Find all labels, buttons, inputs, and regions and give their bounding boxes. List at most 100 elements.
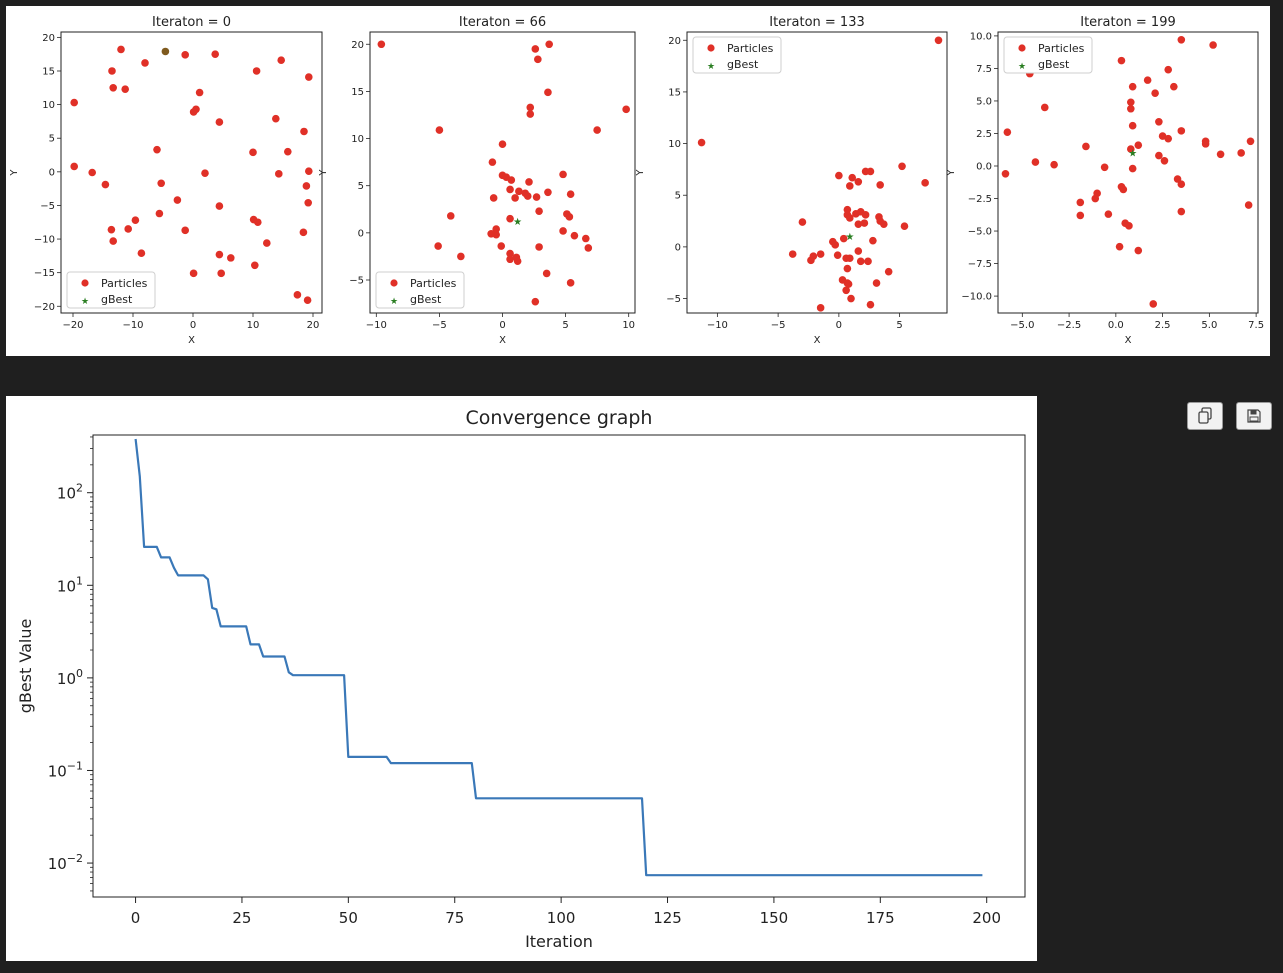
x-tick-label: 125 (653, 909, 682, 927)
x-tick-label: 5.0 (1201, 320, 1217, 331)
subplot-title: Iteraton = 199 (1080, 15, 1176, 30)
particle-point (1091, 194, 1100, 203)
legend-particles-marker (1018, 44, 1026, 52)
legend-box (66, 271, 156, 309)
particle-point (622, 105, 630, 114)
particle-point (195, 88, 204, 97)
particle-point (846, 254, 854, 263)
legend: Particles ★ gBest (692, 36, 782, 74)
particle-point (1155, 151, 1163, 160)
particle-point (121, 85, 129, 93)
particle-point (846, 214, 854, 222)
particle-point (531, 45, 540, 53)
y-tick-label: 10 (351, 134, 364, 145)
particle-point (497, 242, 506, 250)
x-tick-label: −10 (707, 320, 728, 331)
particle-point (1209, 41, 1217, 49)
particle-point (1151, 89, 1159, 97)
particle-point (1177, 180, 1186, 189)
x-tick-label: 7.5 (1248, 320, 1264, 331)
x-tick-label: 0 (836, 320, 842, 331)
x-tick-label: −2.5 (1057, 320, 1081, 331)
particle-point (526, 103, 535, 112)
particle-point (531, 297, 540, 306)
particle-point (487, 229, 495, 238)
particle-point (846, 182, 854, 190)
y-tick-label: 0.0 (976, 161, 992, 172)
legend-box (692, 36, 782, 74)
save-button[interactable] (1236, 402, 1272, 430)
particle-point (305, 167, 313, 175)
legend-particles-label: Particles (410, 277, 457, 290)
particle-point (872, 279, 881, 287)
particle-point (584, 244, 593, 252)
x-tick-label: 5 (896, 320, 902, 331)
particle-point (545, 40, 553, 49)
particle-point (435, 126, 444, 134)
particle-plots-panel: Iteraton = 0 −20 −10 0 10 20 −20 −15 −10 −5 0 5 10 15… (6, 6, 1270, 356)
particle-point (303, 296, 312, 305)
particle-point (816, 304, 825, 312)
particle-point (506, 249, 514, 258)
y-tick-label: 100 (57, 667, 83, 688)
particle-point (816, 250, 825, 258)
particle-point (251, 261, 259, 270)
particle-point (157, 179, 165, 188)
particle-point (921, 179, 929, 187)
particle-point (542, 269, 551, 278)
particle-point (117, 45, 125, 54)
particle-point (272, 114, 280, 123)
particle-point (1134, 141, 1143, 149)
particle-point (1127, 145, 1135, 153)
particle-point (1001, 170, 1010, 178)
copy-button[interactable] (1187, 402, 1223, 430)
legend-box (375, 271, 465, 309)
particle-point (839, 234, 848, 243)
subplot-frame (369, 31, 636, 314)
particle-point (227, 254, 235, 262)
y-tick-label: 15 (351, 87, 364, 98)
y-tick-label: 20 (668, 36, 681, 47)
x-tick-label: 25 (232, 909, 251, 927)
x-tick-label: −10 (122, 320, 143, 331)
x-tick-label: 10 (622, 320, 635, 331)
x-tick-label: 100 (547, 909, 576, 927)
particle-point (1177, 127, 1186, 135)
particle-point (1244, 201, 1253, 209)
particle-point (1160, 156, 1169, 165)
particle-point (217, 269, 225, 278)
y-tick-label: 101 (57, 574, 83, 595)
scatter-subplot-1: Iteraton = 66−10 −5 0 5 10−505101520XY★Parti… (318, 15, 636, 346)
y-tick-label: 15 (42, 66, 55, 77)
y-axis-label: Y (318, 169, 329, 177)
x-tick-label: 0.0 (1108, 320, 1124, 331)
x-tick-label: 2.5 (1155, 320, 1171, 331)
y-tick-label: −10.0 (961, 292, 992, 303)
y-tick-label: 0 (358, 228, 364, 239)
y-tick-label: 0 (49, 167, 55, 178)
particle-point (581, 234, 590, 243)
subplot-frame (60, 31, 323, 314)
y-tick-label: 15 (668, 87, 681, 98)
particle-point (252, 67, 261, 75)
convergence-title: Convergence graph (466, 407, 653, 429)
y-tick-label: 20 (42, 33, 55, 44)
particle-point (181, 226, 189, 235)
particle-point (506, 185, 514, 194)
legend-particles-label: Particles (1038, 42, 1085, 55)
copy-icon (1198, 407, 1212, 424)
legend-gbest-label: gBest (1038, 58, 1070, 71)
subplot-frame (997, 31, 1259, 314)
y-tick-label: 20 (351, 40, 364, 51)
particle-point (1164, 134, 1173, 143)
particle-point (884, 267, 893, 276)
y-tick-label: 10 (668, 139, 681, 150)
particle-point (848, 173, 857, 182)
x-tick-label: 75 (445, 909, 464, 927)
legend: Particles ★ gBest (1003, 36, 1093, 74)
y-tick-label: 10−2 (48, 852, 83, 873)
x-tick-label: 5 (562, 320, 568, 331)
gbest-star: ★ (513, 217, 522, 228)
y-tick-label: 5 (49, 134, 55, 145)
particle-point (570, 231, 579, 240)
